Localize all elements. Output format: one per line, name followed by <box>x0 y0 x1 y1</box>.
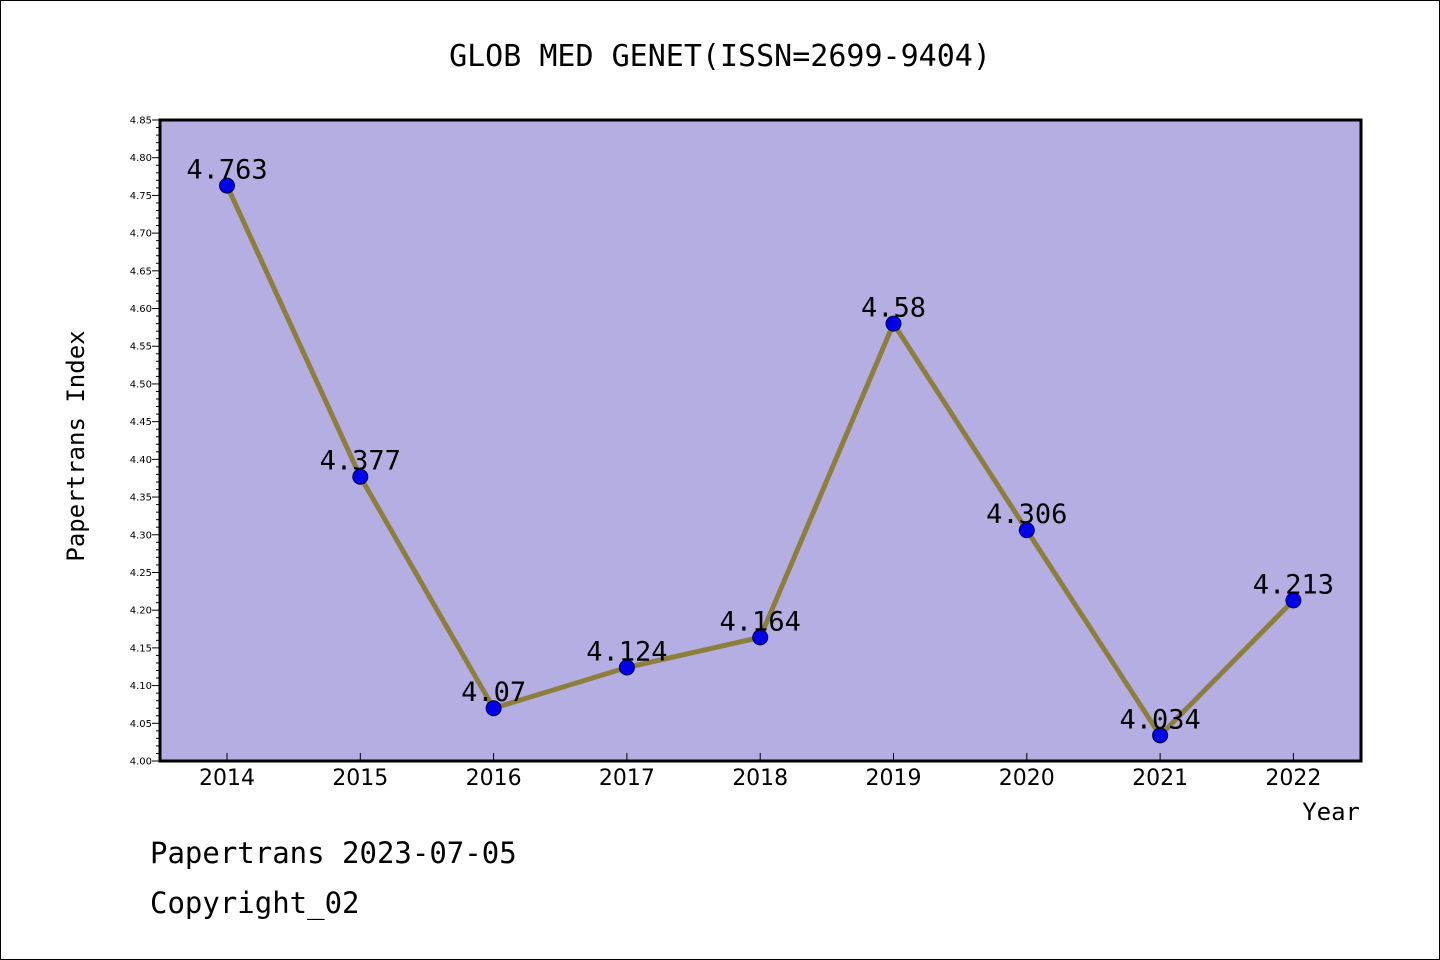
y-tick-label: 4.45 <box>130 417 152 428</box>
y-tick-label: 4.40 <box>130 455 152 466</box>
data-point <box>1152 727 1169 744</box>
data-point <box>219 177 235 194</box>
y-axis-label: Papertrans Index <box>62 330 90 561</box>
x-tick-label: 2021 <box>1132 766 1188 791</box>
data-label: 4.034 <box>1119 704 1200 735</box>
y-tick-label: 4.05 <box>130 719 152 730</box>
y-tick-label: 4.35 <box>130 493 152 504</box>
y-tick-label: 4.00 <box>130 757 152 768</box>
data-label: 4.58 <box>861 293 926 324</box>
y-tick-label: 4.25 <box>130 568 152 579</box>
data-label: 4.377 <box>320 446 401 477</box>
data-label: 4.164 <box>720 606 801 637</box>
plot-area <box>158 118 1363 763</box>
y-tick-label: 4.75 <box>130 191 152 202</box>
x-axis: 2014 2015 2016 2017 2018 2019 2020 2021 2022 <box>199 753 1321 791</box>
y-tick-label: 4.85 <box>130 116 152 127</box>
x-tick-label: 2017 <box>599 766 655 791</box>
data-point <box>885 315 902 332</box>
data-label: 4.306 <box>986 499 1067 530</box>
data-label: 4.213 <box>1253 569 1334 600</box>
y-tick-label: 4.50 <box>130 379 152 390</box>
x-tick-label: 2020 <box>999 766 1055 791</box>
y-axis: 4.00 4.05 4.10 4.15 4.20 4.25 4.30 4.35 4.40 4.45… <box>130 116 160 768</box>
y-tick-label: 4.80 <box>130 153 152 164</box>
data-point <box>352 468 369 485</box>
y-tick-label: 4.20 <box>130 606 152 617</box>
series-group: 4.763 4.377 4.07 4.124 4.164 4.58 4.306 4.034 4.… <box>186 155 1334 744</box>
y-tick-label: 4.70 <box>130 229 152 240</box>
x-axis-label: Year <box>1302 798 1360 826</box>
y-tick-label: 4.10 <box>130 681 152 692</box>
y-tick-label: 4.15 <box>130 643 152 654</box>
data-label: 4.124 <box>586 636 667 667</box>
data-point <box>618 659 635 676</box>
x-tick-label: 2016 <box>466 766 522 791</box>
data-point <box>1285 592 1302 609</box>
x-tick-label: 2015 <box>332 766 388 791</box>
data-point <box>752 629 769 646</box>
x-tick-label: 2018 <box>732 766 788 791</box>
y-tick-label: 4.65 <box>130 266 152 277</box>
x-tick-label: 2014 <box>199 766 255 791</box>
y-tick-label: 4.60 <box>130 304 152 315</box>
footer-copyright: Copyright_02 <box>150 886 360 921</box>
data-label: 4.07 <box>461 677 526 708</box>
chart-title: GLOB MED GENET(ISSN=2699-9404) <box>449 39 991 74</box>
footer-date: Papertrans 2023-07-05 <box>150 836 517 870</box>
y-tick-label: 4.55 <box>130 342 152 353</box>
data-point <box>1018 522 1035 539</box>
data-label: 4.763 <box>186 155 267 186</box>
data-point <box>485 700 502 717</box>
y-tick-label: 4.30 <box>130 530 152 541</box>
x-tick-label: 2019 <box>866 766 922 791</box>
x-tick-label: 2022 <box>1265 766 1321 791</box>
